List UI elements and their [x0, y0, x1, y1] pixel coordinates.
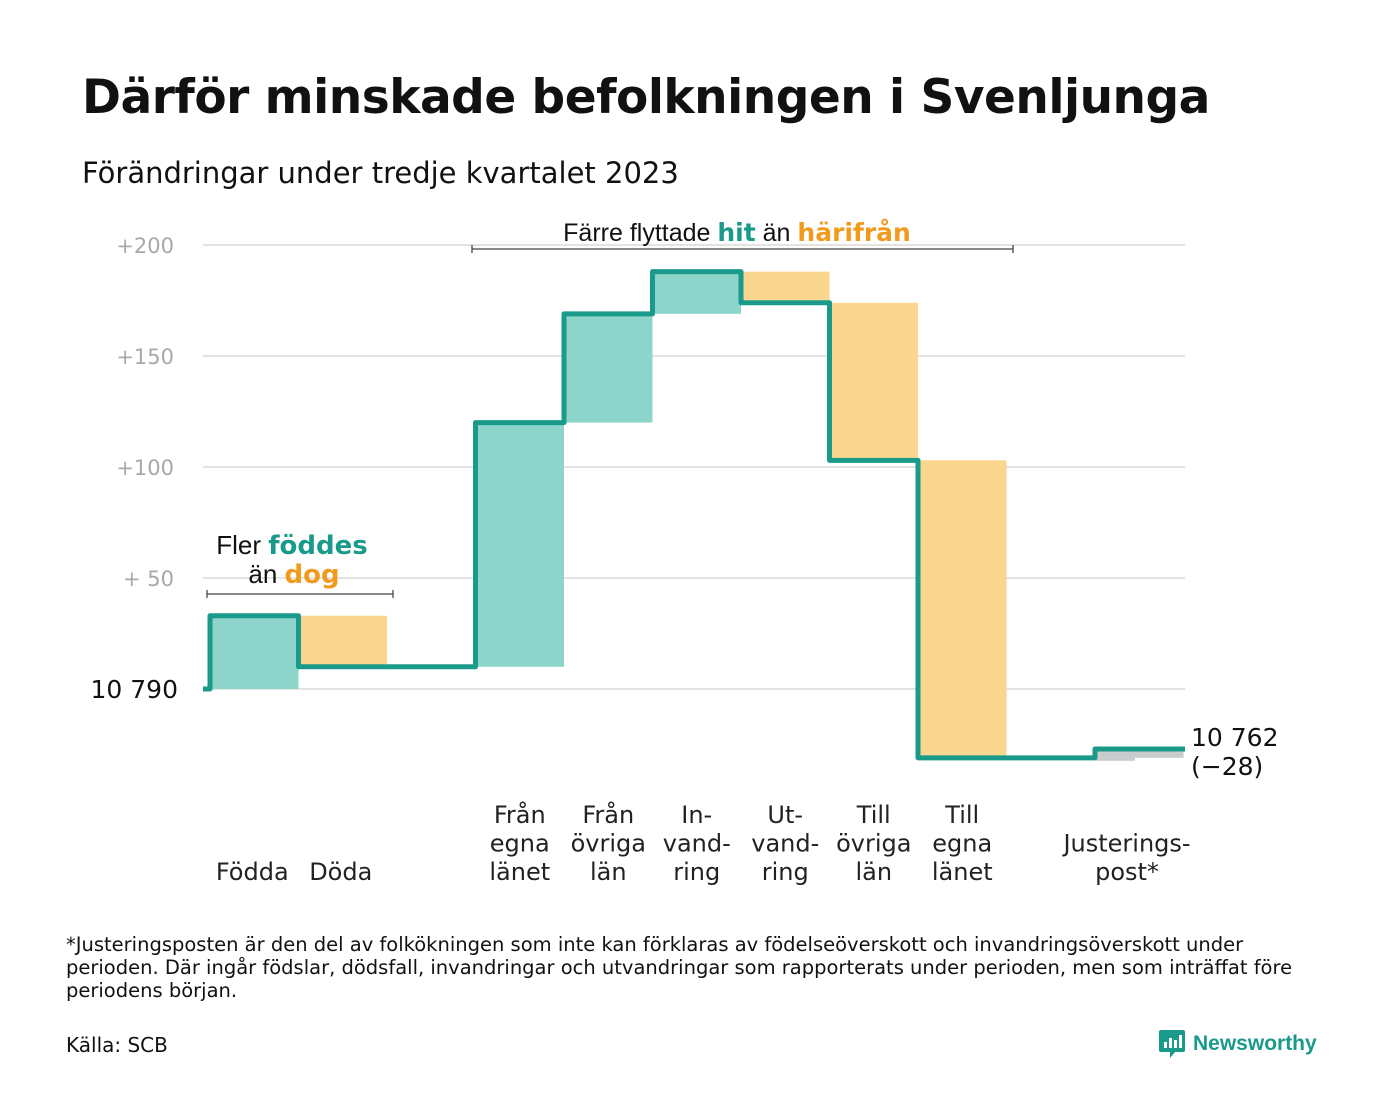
- category-label: In-vand-ring: [663, 801, 731, 886]
- births-annotation-line2: än dog: [248, 559, 339, 590]
- category-label: Födda: [216, 858, 289, 886]
- bar-in: [475, 422, 564, 667]
- waterfall-step-line: [203, 269, 1186, 761]
- source-label: Källa: SCB: [66, 1033, 168, 1057]
- bar-adjustment: [1095, 748, 1184, 758]
- bar-out: [829, 302, 918, 461]
- bar-out: [918, 460, 1007, 758]
- chart-subtitle: Förändringar under tredje kvartalet 2023: [82, 156, 679, 190]
- brand-logo[interactable]: Newsworthy: [1158, 1027, 1317, 1061]
- bar-out: [741, 271, 830, 303]
- category-label: Från egna länet: [489, 800, 550, 886]
- category-label: Till övriga län: [836, 801, 911, 886]
- category-label: Döda: [309, 858, 372, 886]
- category-label: Ut-vand-ring: [751, 801, 819, 886]
- bar-in: [652, 271, 741, 314]
- chart-title: Därför minskade befolkningen i Svenljung…: [82, 70, 1210, 125]
- brand-name: Newsworthy: [1193, 1032, 1317, 1055]
- births-highlight: föddes: [268, 531, 368, 561]
- category-label: Från övriga län: [571, 800, 646, 886]
- migration-annotation: Färre flyttade hit än härifrån: [563, 218, 911, 247]
- bar-in: [210, 615, 299, 689]
- category-label: Till egna länet: [932, 801, 993, 886]
- end-value-label: 10 762: [1191, 723, 1278, 752]
- y-tick-label: +200: [116, 234, 174, 258]
- chart-bubble-icon: [1159, 1030, 1185, 1058]
- grid-lines: [203, 244, 1185, 690]
- bar-in: [564, 313, 653, 423]
- bar-out: [298, 615, 387, 667]
- y-tick-label: + 50: [123, 567, 174, 591]
- labels: + 50 +100 +150 +200 Födda Döda Från egna länet Fr…: [91, 218, 1279, 886]
- deaths-highlight: dog: [285, 560, 340, 590]
- end-value-label: (−28): [1191, 752, 1263, 781]
- bars: [210, 271, 1184, 761]
- category-label: Justerings-post*: [1061, 830, 1190, 887]
- moved-out-highlight: härifrån: [797, 218, 910, 247]
- y-tick-label: +150: [116, 345, 174, 369]
- footnote: *Justeringsposten är den del av folkökni…: [66, 933, 1293, 1002]
- waterfall-chart: + 50 +100 +150 +200 Födda Döda Från egna länet Fr…: [91, 218, 1279, 886]
- cumulative-line: [203, 269, 1186, 761]
- y-tick-label: +100: [116, 456, 174, 480]
- moved-in-highlight: hit: [717, 218, 755, 247]
- bar-adjustment-base: [1095, 757, 1135, 761]
- start-value-label: 10 790: [91, 675, 178, 704]
- births-annotation-line1: Fler föddes: [216, 530, 368, 561]
